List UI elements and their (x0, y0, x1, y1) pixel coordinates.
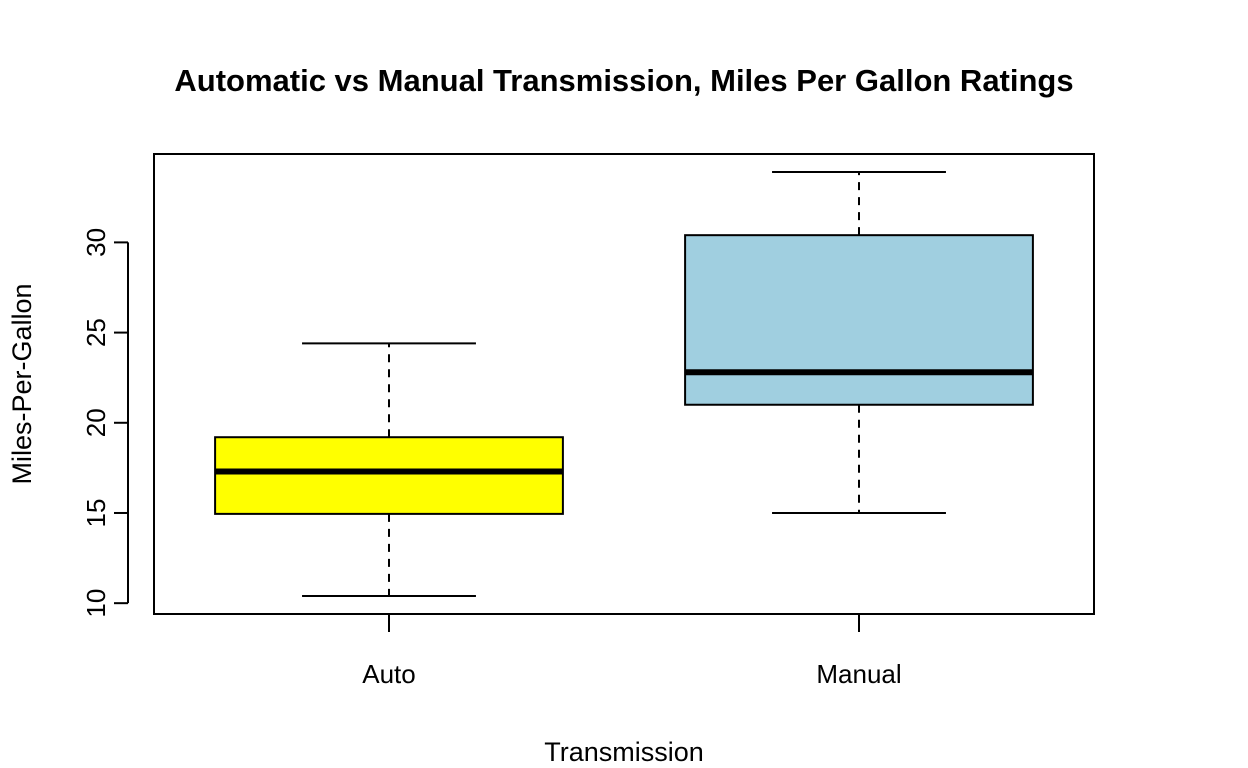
y-tick-label: 10 (81, 589, 111, 618)
iqr-box (684, 234, 1034, 406)
y-axis-label: Miles-Per-Gallon (7, 283, 37, 484)
y-tick-label: 15 (81, 499, 111, 528)
x-axis: Auto Manual (362, 614, 902, 689)
box-manual (684, 171, 1034, 514)
chart-title: Automatic vs Manual Transmission, Miles … (174, 63, 1073, 98)
y-tick-label: 25 (81, 318, 111, 347)
box-auto (214, 342, 564, 597)
y-axis: 10 15 20 25 30 (81, 228, 129, 618)
x-axis-label: Transmission (544, 737, 704, 767)
box-group (214, 171, 1034, 597)
iqr-box (214, 436, 564, 515)
y-tick-label: 20 (81, 408, 111, 437)
x-tick-label-manual: Manual (816, 659, 901, 689)
plot-frame (153, 153, 1095, 615)
x-tick-label-auto: Auto (362, 659, 416, 689)
y-tick-label: 30 (81, 228, 111, 257)
